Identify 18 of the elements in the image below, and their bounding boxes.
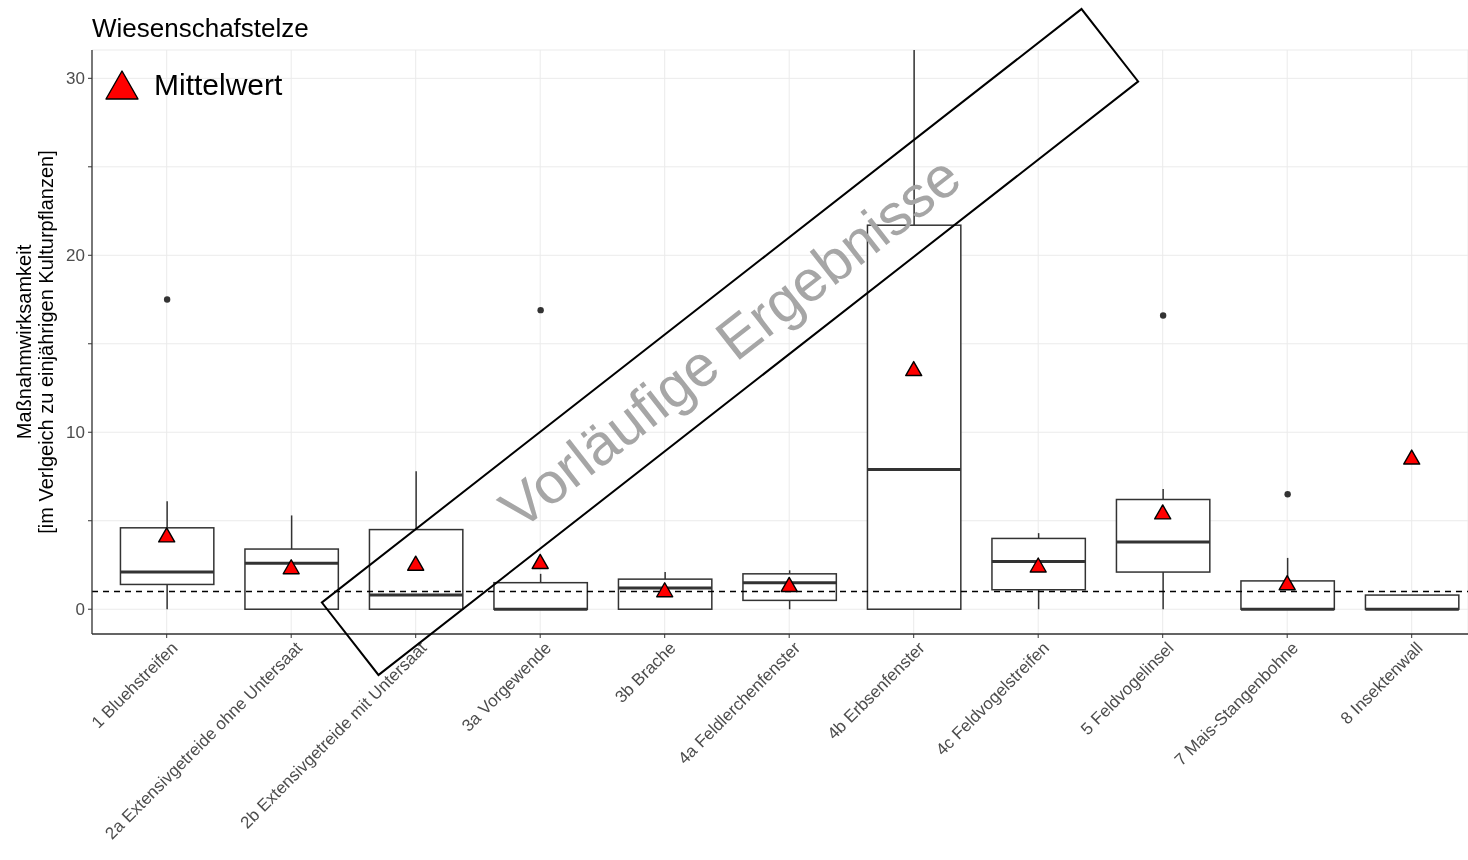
y-tick-label: 0: [75, 600, 85, 620]
point: [1403, 449, 1421, 465]
y-tick-label: 10: [66, 423, 85, 443]
y-tick-label: 30: [66, 69, 85, 89]
point: [780, 576, 798, 593]
legend-label: Mittelwert: [154, 68, 283, 101]
y-tick-label: 20: [66, 246, 85, 266]
point: [282, 559, 300, 575]
point: [1029, 557, 1047, 573]
point: [158, 527, 176, 543]
point: [1154, 504, 1172, 520]
point: [407, 555, 425, 571]
chart-title: Wiesenschafstelze: [92, 13, 309, 43]
y-axis-title: Maßnahmwirksamkeit [im Verlgeich zu einjährigen Kulturpflanzen]: [13, 150, 57, 534]
point: [905, 360, 923, 377]
point: [1278, 574, 1296, 591]
point: [531, 553, 549, 570]
point: [656, 582, 674, 598]
